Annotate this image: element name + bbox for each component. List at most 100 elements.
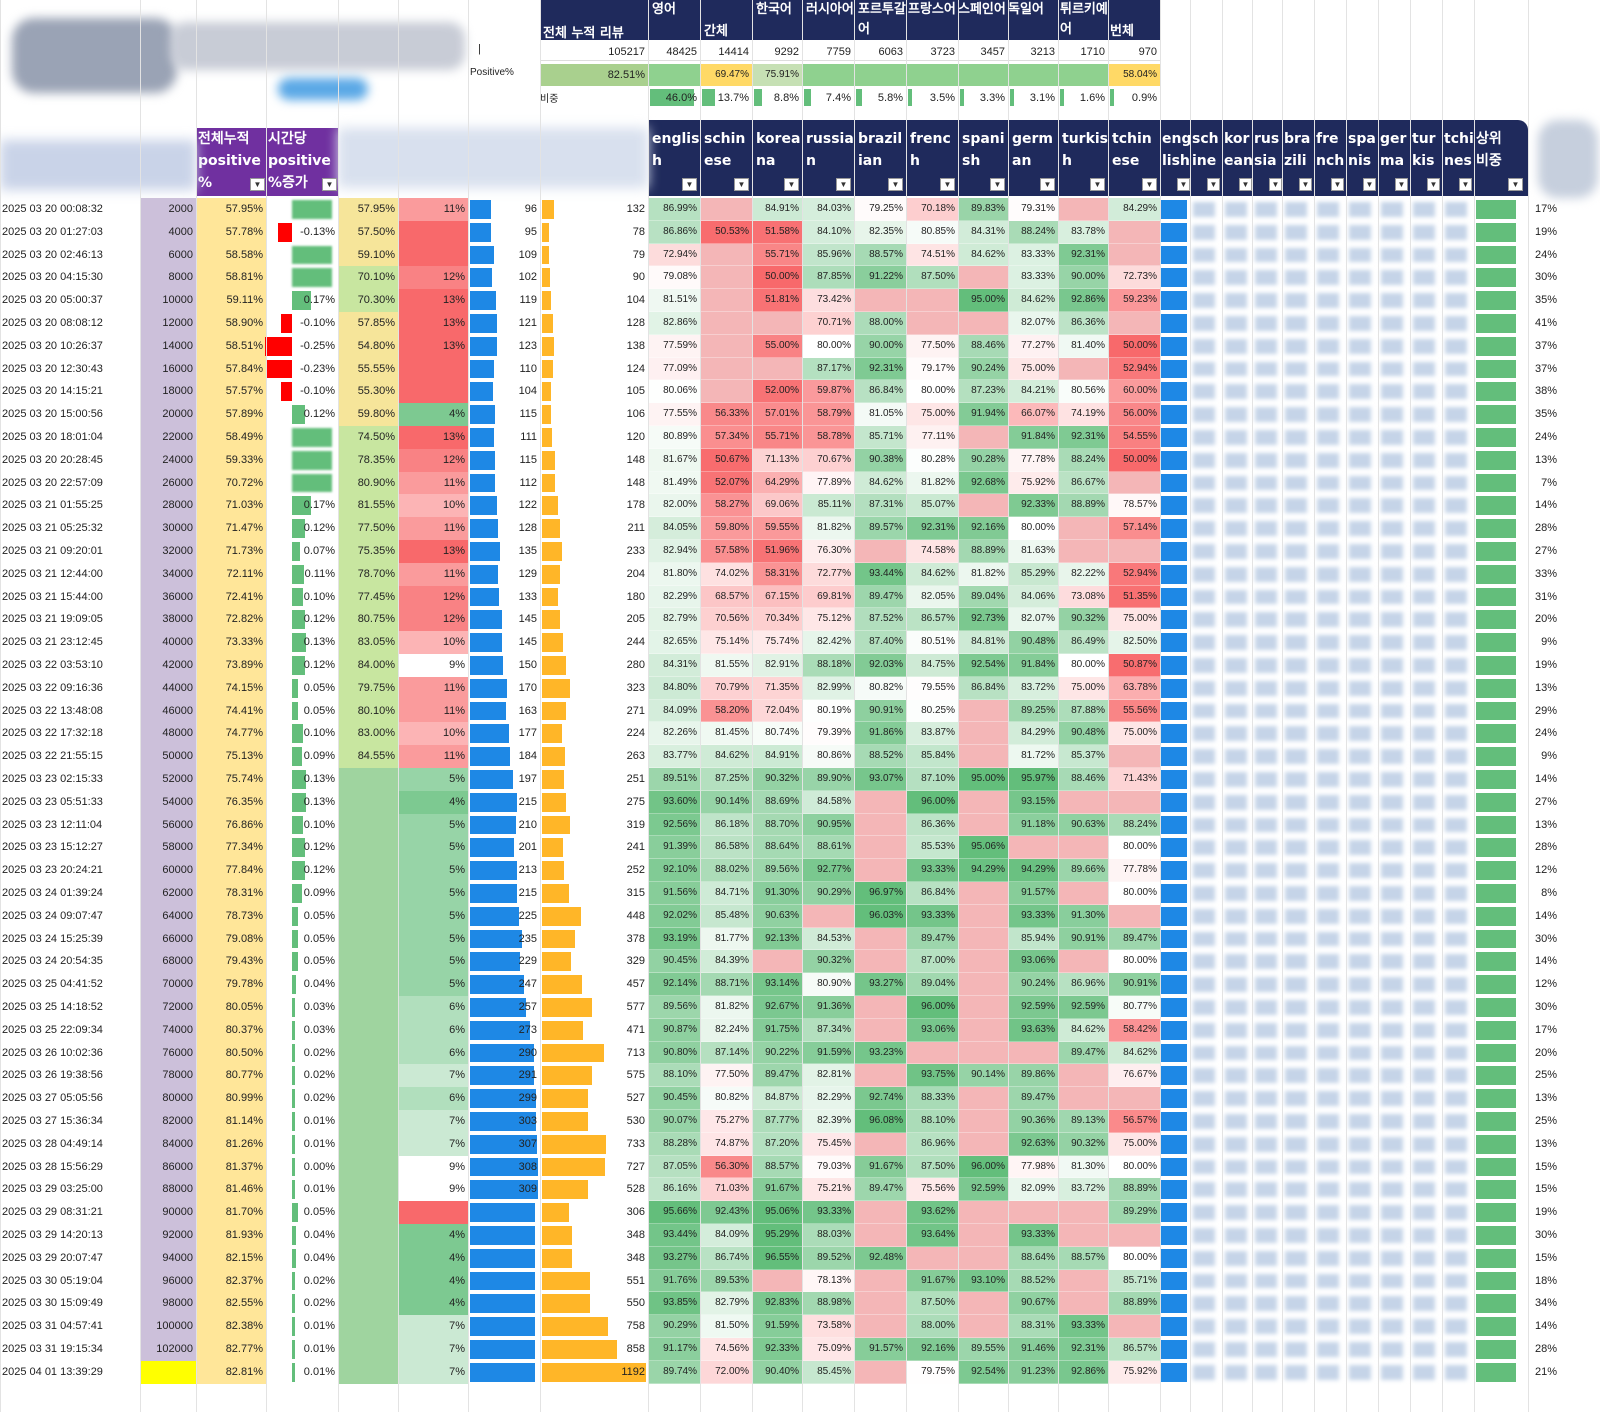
heat-cell: 86.18%	[700, 813, 752, 837]
share-cell	[1225, 886, 1247, 901]
share-cell	[1225, 270, 1247, 286]
summary-positive-total: 82.51%	[540, 64, 648, 86]
share-cell	[1285, 270, 1307, 286]
filter-dropdown-icon[interactable]: ▼	[1331, 178, 1344, 191]
filter-dropdown-icon[interactable]: ▼	[1459, 178, 1472, 191]
header-blur-mid	[338, 128, 648, 188]
share-bar-english	[1161, 1134, 1187, 1154]
row-top-share: 20%	[1534, 1046, 1557, 1059]
filter-dropdown-icon[interactable]: ▼	[888, 178, 903, 191]
row-orange-value: 241	[626, 841, 645, 854]
top-share-bar	[1476, 1043, 1516, 1063]
filter-dropdown-icon[interactable]: ▼	[940, 178, 955, 191]
row-hourly-increase: -0.23%	[300, 362, 335, 375]
header-share-english: english	[1162, 131, 1192, 169]
share-cell	[1285, 635, 1307, 650]
grid-line	[1442, 0, 1443, 1412]
share-cell	[1285, 1364, 1307, 1380]
heat-cell: 58.42%	[1108, 1018, 1160, 1042]
heat-cell	[958, 722, 1008, 746]
filter-dropdown-icon[interactable]: ▼	[1207, 178, 1220, 191]
filter-dropdown-icon[interactable]: ▼	[1269, 178, 1282, 191]
share-cell	[1381, 794, 1403, 810]
heat-cell: 80.77%	[1108, 996, 1160, 1019]
heat-cell: 80.86%	[802, 745, 854, 768]
blue-data-bar	[470, 678, 508, 698]
row-orange-value: 180	[626, 590, 645, 603]
filter-dropdown-icon[interactable]: ▼	[1142, 178, 1157, 191]
heat-cell	[958, 1132, 1008, 1156]
share-cell	[1317, 1091, 1339, 1106]
heat-cell	[854, 859, 906, 882]
row-blue-value	[468, 1224, 540, 1247]
top-share-bar	[1476, 291, 1516, 310]
row-timestamp: 2025 03 23 05:51:33	[2, 795, 103, 808]
share-cell	[1255, 635, 1277, 650]
share-cell	[1225, 1319, 1247, 1334]
heat-cell: 81.82%	[906, 471, 958, 495]
share-cell	[1445, 1000, 1467, 1015]
row-blue-value: 121	[518, 317, 537, 329]
filter-dropdown-icon[interactable]: ▼	[1363, 178, 1376, 191]
heat-cell: 92.68%	[958, 471, 1008, 495]
row-ratio: 12%	[398, 266, 468, 290]
filter-dropdown-icon[interactable]: ▼	[990, 178, 1005, 191]
blue-data-bar	[470, 815, 517, 835]
share-cell	[1413, 863, 1435, 878]
share-cell	[1317, 908, 1339, 924]
heat-cell: 92.83%	[752, 1292, 802, 1316]
heat-cell: 87.05%	[648, 1155, 700, 1179]
row-orange-value: 124	[626, 362, 645, 375]
summary-positive-value	[958, 64, 1008, 86]
heat-cell: 86.57%	[906, 608, 958, 632]
share-cell	[1317, 430, 1339, 445]
orange-data-bar	[542, 1248, 573, 1268]
share-cell	[1225, 1045, 1247, 1061]
filter-dropdown-icon[interactable]: ▼	[784, 178, 799, 191]
filter-dropdown-icon[interactable]: ▼	[1508, 178, 1523, 191]
increase-bar-positive	[292, 1066, 295, 1086]
grid-line	[1378, 0, 1379, 1412]
heat-cell: 55.00%	[752, 334, 802, 358]
heat-cell: 90.38%	[854, 448, 906, 472]
filter-dropdown-icon[interactable]: ▼	[1177, 178, 1190, 191]
share-bar-english	[1161, 564, 1187, 584]
filter-dropdown-icon[interactable]: ▼	[734, 178, 749, 191]
share-bar-english	[1161, 1043, 1187, 1063]
share-cell	[1193, 1000, 1215, 1015]
row-cumulative-positive: 59.11%	[196, 289, 266, 312]
share-cell	[1193, 1114, 1215, 1129]
filter-dropdown-icon[interactable]: ▼	[1299, 178, 1312, 191]
filter-dropdown-icon[interactable]: ▼	[836, 178, 851, 191]
filter-dropdown-icon[interactable]: ▼	[1239, 178, 1252, 191]
top-share-bar	[1476, 542, 1516, 561]
heat-cell: 94.29%	[1008, 859, 1058, 882]
filter-dropdown-icon[interactable]: ▼	[1090, 178, 1105, 191]
row-top-share: 35%	[1534, 294, 1557, 307]
share-cell	[1413, 1182, 1435, 1198]
blue-data-bar	[470, 633, 502, 652]
heat-cell: 87.88%	[1058, 699, 1108, 723]
summary-share-value: 1.6%	[1079, 92, 1105, 104]
share-cell	[1413, 954, 1435, 970]
heat-cell	[906, 312, 958, 335]
filter-dropdown-icon[interactable]: ▼	[1395, 178, 1408, 191]
row-blue-value: 96	[524, 203, 537, 215]
share-cell	[1381, 316, 1403, 331]
share-cell	[1349, 1250, 1371, 1266]
share-cell	[1255, 612, 1277, 628]
filter-dropdown-icon[interactable]: ▼	[1427, 178, 1440, 191]
row-blue-value: 112	[519, 476, 537, 489]
share-cell	[1349, 749, 1371, 764]
heat-cell: 90.45%	[648, 1087, 700, 1110]
row-top-share: 34%	[1534, 1297, 1557, 1310]
filter-dropdown-icon[interactable]: ▼	[250, 178, 265, 191]
grid-line	[1160, 0, 1161, 1412]
heat-cell: 92.14%	[648, 973, 700, 996]
filter-dropdown-icon[interactable]: ▼	[682, 178, 697, 191]
heat-cell: 80.89%	[648, 426, 700, 449]
heat-cell: 88.98%	[802, 1292, 854, 1316]
filter-dropdown-icon[interactable]: ▼	[1040, 178, 1055, 191]
action-pill[interactable]	[278, 78, 368, 100]
filter-dropdown-icon[interactable]: ▼	[322, 178, 337, 191]
